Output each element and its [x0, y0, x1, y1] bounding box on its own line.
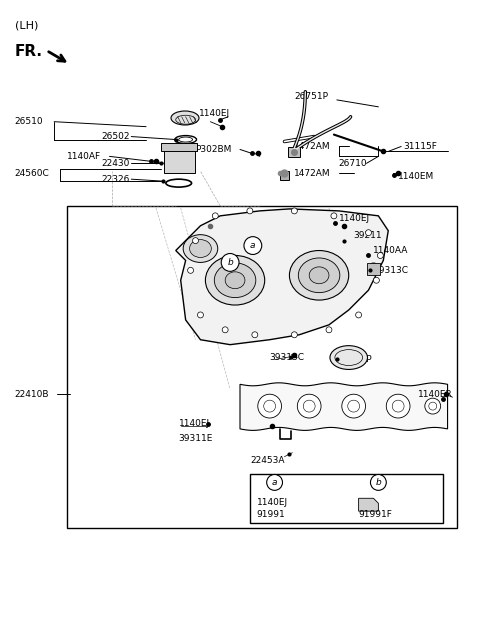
Text: 31115F: 31115F [403, 142, 437, 151]
Text: P302BM: P302BM [195, 145, 232, 154]
Ellipse shape [183, 234, 218, 262]
Circle shape [326, 327, 332, 333]
Text: FR.: FR. [14, 44, 43, 59]
Circle shape [291, 208, 297, 214]
Text: 1140EM: 1140EM [398, 172, 434, 181]
Polygon shape [359, 499, 378, 511]
Ellipse shape [214, 263, 256, 297]
Text: 39211: 39211 [354, 231, 382, 240]
Circle shape [247, 208, 253, 214]
Bar [279, 172, 289, 180]
Bar [164, 149, 194, 173]
Text: 22441P: 22441P [339, 355, 372, 364]
Text: 22326: 22326 [102, 175, 130, 184]
Text: 91991F: 91991F [359, 510, 393, 519]
Polygon shape [176, 209, 388, 345]
Ellipse shape [330, 346, 368, 370]
Text: 26502: 26502 [102, 132, 130, 141]
Circle shape [331, 213, 337, 219]
Circle shape [221, 254, 239, 271]
Text: b: b [375, 478, 381, 487]
Text: 22410B: 22410B [14, 390, 49, 399]
Text: 26751P: 26751P [294, 93, 328, 101]
Circle shape [197, 312, 204, 318]
Text: 1140ER: 1140ER [418, 390, 453, 399]
Text: 1472AM: 1472AM [294, 168, 331, 178]
Circle shape [342, 394, 366, 418]
Bar [367, 263, 380, 275]
Text: 1140EJ: 1140EJ [257, 498, 288, 507]
Ellipse shape [289, 251, 349, 300]
Text: b: b [227, 258, 233, 267]
Ellipse shape [171, 111, 199, 125]
Circle shape [212, 213, 218, 219]
Text: 24560C: 24560C [14, 168, 49, 178]
Bar [288, 147, 300, 157]
Text: a: a [250, 241, 255, 250]
Bar [161, 144, 197, 151]
Circle shape [386, 394, 410, 418]
Circle shape [252, 332, 258, 337]
Ellipse shape [179, 137, 192, 142]
Circle shape [188, 267, 193, 273]
Text: (LH): (LH) [14, 20, 38, 31]
Ellipse shape [309, 267, 329, 284]
Circle shape [377, 252, 384, 259]
Text: a: a [272, 478, 277, 487]
Text: 39313C: 39313C [270, 353, 305, 362]
Text: 22430: 22430 [102, 159, 130, 168]
Circle shape [356, 312, 361, 318]
Text: 39311E: 39311E [179, 434, 213, 444]
Circle shape [291, 332, 297, 337]
Text: 26710: 26710 [339, 159, 368, 168]
Ellipse shape [225, 272, 245, 289]
Circle shape [297, 394, 321, 418]
Text: 1140EJ: 1140EJ [199, 109, 229, 118]
Text: 22453A: 22453A [250, 456, 284, 465]
Ellipse shape [190, 239, 211, 257]
Ellipse shape [205, 255, 264, 305]
Circle shape [371, 474, 386, 491]
Circle shape [366, 230, 372, 236]
Bar [67, 206, 457, 528]
Polygon shape [240, 383, 447, 431]
Text: 1140EJ: 1140EJ [339, 214, 370, 223]
Text: 91991: 91991 [257, 510, 286, 519]
Text: 39313C: 39313C [373, 266, 408, 275]
Text: 1472AM: 1472AM [294, 142, 331, 151]
Text: 26510: 26510 [14, 117, 43, 126]
Text: 1140AF: 1140AF [67, 152, 101, 161]
Text: 1140EJ: 1140EJ [179, 420, 210, 428]
Ellipse shape [298, 258, 340, 292]
Circle shape [425, 398, 441, 414]
Circle shape [258, 394, 281, 418]
Bar [250, 473, 443, 523]
Circle shape [192, 238, 199, 244]
Text: 1140AA: 1140AA [373, 246, 409, 255]
Circle shape [267, 474, 283, 491]
Circle shape [373, 277, 379, 283]
Circle shape [244, 237, 262, 254]
Circle shape [222, 327, 228, 333]
